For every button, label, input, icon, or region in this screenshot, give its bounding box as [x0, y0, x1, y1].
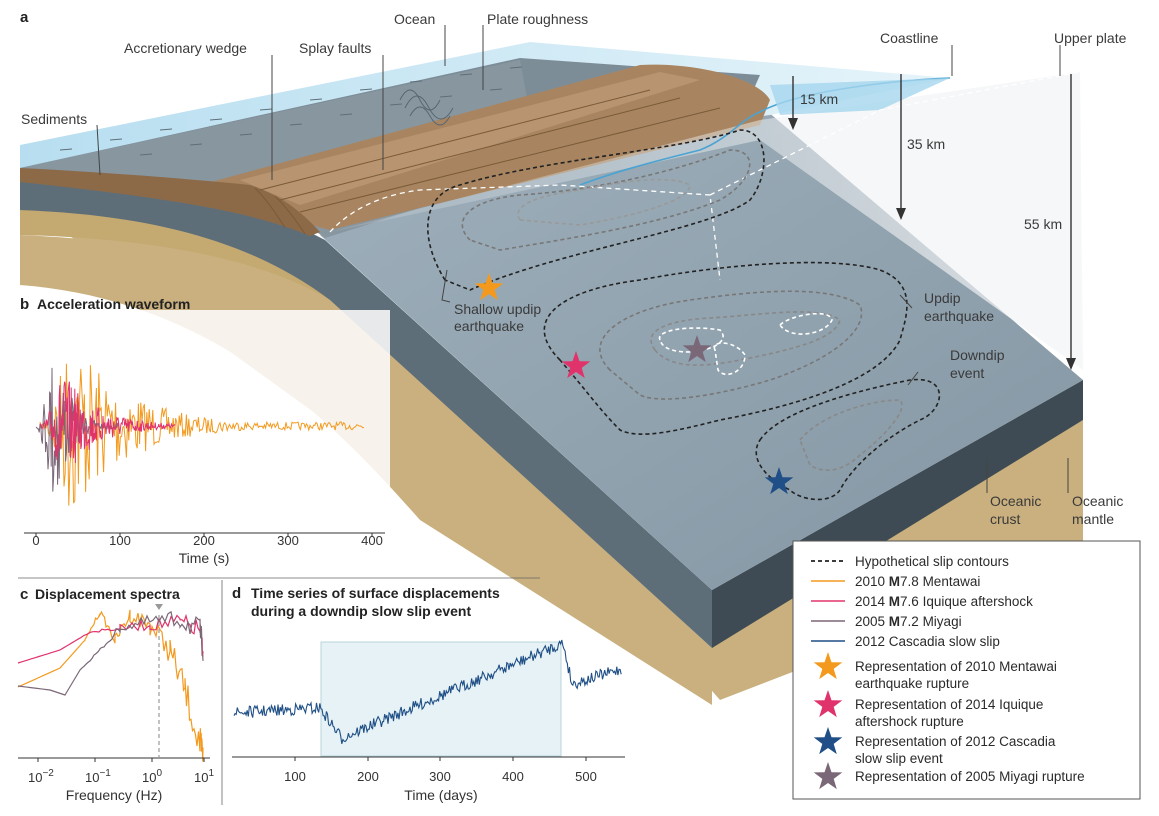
legend-star-iquique-2: aftershock rupture — [855, 714, 964, 729]
downdip-label-1: Downdip — [950, 347, 1005, 363]
panel-c-tick-1: 10−1 — [85, 768, 111, 785]
panel-c-title: Displacement spectra — [35, 586, 180, 602]
panel-b-tick-0: 0 — [32, 533, 39, 548]
shallow-updip-label-1: Shallow updip — [454, 301, 541, 317]
ocean-label: Ocean — [394, 11, 435, 27]
panel-c-tick-0: 10−2 — [28, 768, 54, 785]
panel-d-title-1: Time series of surface displacements — [251, 585, 500, 601]
legend-star-miyagi-1: Representation of 2005 Miyagi rupture — [855, 769, 1085, 784]
sediment-texture — [59, 66, 523, 156]
mentawai-spectrum — [17, 609, 204, 762]
legend-iquique: 2014 M7.6 Iquique aftershock — [855, 594, 1033, 609]
legend-star-iquique-1: Representation of 2014 Iquique — [855, 697, 1043, 712]
updip-label-2: earthquake — [924, 308, 994, 324]
plate-roughness-label: Plate roughness — [487, 11, 588, 27]
legend-mentawai: 2010 M7.8 Mentawai — [855, 574, 980, 589]
surface-displacement-series — [233, 639, 622, 744]
miyagi-waveform — [35, 367, 121, 492]
panel-a-label: a — [20, 9, 29, 26]
splay-fault-lines — [254, 89, 721, 235]
panel-d-tick-400: 400 — [502, 769, 524, 784]
panel-c-xlabel: Frequency (Hz) — [66, 787, 162, 803]
depth-55-label: 55 km — [1024, 216, 1062, 232]
legend-miyagi: 2005 M7.2 Miyagi — [855, 614, 962, 629]
panel-b-tick-200: 200 — [193, 533, 215, 548]
accretionary-wedge-label: Accretionary wedge — [124, 40, 247, 56]
coastline-label: Coastline — [880, 30, 939, 46]
panel-c-tick-2: 100 — [142, 768, 162, 785]
upper-plate-label: Upper plate — [1054, 30, 1127, 46]
miyagi-spectrum — [17, 610, 204, 696]
mentawai-waveform — [39, 363, 365, 506]
panel-b-tick-300: 300 — [277, 533, 299, 548]
panel-c-tick-labels: 10−2 10−1 100 101 — [28, 768, 214, 785]
updip-label-1: Updip — [924, 290, 961, 306]
panel-b-label: b — [20, 296, 29, 313]
oceanic-mantle-label-1: Oceanic — [1072, 493, 1123, 509]
splay-faults-label: Splay faults — [299, 40, 371, 56]
panel-b-xlabel: Time (s) — [179, 550, 230, 566]
panel-c-label: c — [20, 586, 28, 603]
panel-d-tick-100: 100 — [284, 769, 306, 784]
panel-d-title-2: during a downdip slow slip event — [251, 603, 471, 619]
depth-arrows — [792, 74, 1072, 364]
oceanic-mantle-label-2: mantle — [1072, 511, 1114, 527]
panel-b-title: Acceleration waveform — [37, 296, 190, 312]
acceleration-waveforms — [35, 363, 365, 506]
depth-15-label: 15 km — [800, 91, 838, 107]
legend-slip-contours: Hypothetical slip contours — [855, 554, 1009, 569]
shallow-updip-label-2: earthquake — [454, 318, 524, 334]
plate-roughness-texture — [399, 89, 454, 126]
oceanic-crust-label-1: Oceanic — [990, 493, 1041, 509]
iquique-spectrum — [17, 613, 204, 664]
legend-star-cascadia-2: slow slip event — [855, 751, 943, 766]
legend-cascadia: 2012 Cascadia slow slip — [855, 634, 1000, 649]
slip-contours — [427, 129, 941, 501]
depth-35-label: 35 km — [907, 136, 945, 152]
panel-c-tick-3: 101 — [194, 768, 214, 785]
legend-star-mentawai-2: earthquake rupture — [855, 676, 969, 691]
panel-b-tick-400: 400 — [361, 533, 383, 548]
panel-b-tick-100: 100 — [109, 533, 131, 548]
panel-d-tick-500: 500 — [575, 769, 597, 784]
panel-d-xlabel: Time (days) — [404, 787, 477, 803]
panel-d-label: d — [232, 585, 241, 602]
downdip-label-2: event — [950, 365, 984, 381]
legend-box — [792, 540, 1141, 800]
legend-star-cascadia-1: Representation of 2012 Cascadia — [855, 734, 1056, 749]
iquique-waveform — [39, 381, 176, 464]
legend-star-mentawai-1: Representation of 2010 Mentawai — [855, 659, 1057, 674]
upper-plate — [330, 72, 1083, 370]
panel-d-tick-200: 200 — [357, 769, 379, 784]
cascadia-displacement-trace — [233, 639, 622, 744]
oceanic-crust-label-2: crust — [990, 511, 1020, 527]
label-leader-lines — [96, 25, 1069, 493]
displacement-spectra — [17, 609, 204, 762]
sediments-label: Sediments — [21, 111, 87, 127]
panel-d-tick-300: 300 — [429, 769, 451, 784]
